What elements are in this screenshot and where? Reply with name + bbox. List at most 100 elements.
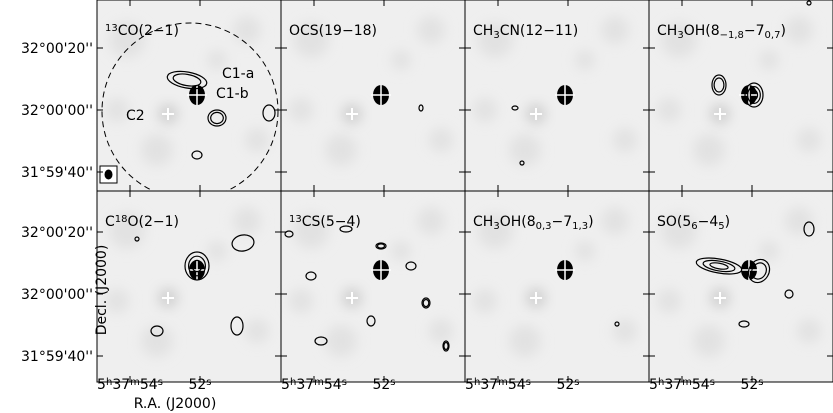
- panel-label: CH3CN(12−11): [473, 23, 578, 41]
- contour: [231, 234, 255, 252]
- beam: [104, 169, 113, 180]
- text-part: 5: [718, 221, 724, 232]
- noise-blob: [207, 50, 227, 70]
- contour: [166, 70, 208, 90]
- noise-blob: [245, 319, 269, 343]
- text-part: s: [342, 377, 347, 388]
- noise-blob: [289, 289, 313, 313]
- noise-blob: [105, 289, 129, 313]
- panel: [464, 0, 650, 192]
- noise-blob: [417, 16, 445, 44]
- panel: [648, 190, 833, 383]
- noise-blob: [785, 16, 813, 44]
- text-part: s: [158, 377, 163, 388]
- y-tick-label: 32°00'00'': [21, 103, 93, 119]
- text-part: 3: [677, 30, 683, 41]
- contour: [711, 74, 727, 96]
- contour: [418, 104, 424, 112]
- text-part: O(2−1): [128, 214, 180, 230]
- source-cross: [555, 260, 575, 280]
- text-part: s: [390, 377, 395, 388]
- noise-blob: [417, 207, 445, 235]
- text-part: C: [105, 214, 115, 230]
- panel: [280, 190, 466, 383]
- panel: [464, 190, 650, 383]
- contour: [443, 341, 449, 351]
- noise: [289, 16, 453, 166]
- noise-blob: [657, 289, 681, 313]
- text-part: OH(8: [500, 214, 536, 230]
- text-part: 18: [115, 214, 128, 225]
- noise-blob: [293, 22, 329, 58]
- contour: [738, 320, 750, 328]
- noise-blob: [797, 128, 821, 152]
- contour: [262, 104, 276, 122]
- contour: [305, 271, 317, 281]
- y-tick-label: 31°59'40'': [21, 165, 93, 181]
- source-cross: [162, 108, 174, 120]
- text-part: 37: [664, 377, 682, 393]
- text-part: CH: [473, 214, 493, 230]
- noise-blob: [391, 241, 411, 261]
- source-cross: [530, 292, 542, 304]
- contour: [702, 259, 736, 273]
- contour: [339, 225, 353, 233]
- text-part: CN(12−11): [500, 23, 579, 39]
- text-part: 52: [556, 377, 574, 393]
- noise-blob: [661, 213, 697, 249]
- contour: [207, 109, 227, 127]
- primary-beam: [101, 22, 279, 200]
- noise-blob: [391, 50, 411, 70]
- source-cross: [346, 108, 358, 120]
- contour: [784, 289, 794, 299]
- text-part: CO(2−1): [118, 23, 179, 39]
- source-cross: [555, 85, 575, 105]
- noise-blob: [477, 22, 513, 58]
- noise-blob: [759, 241, 779, 261]
- contour: [172, 73, 202, 87]
- y-axis-title: Decl. (J2000): [94, 245, 110, 336]
- source-label: C2: [126, 108, 145, 124]
- x-tick-label: 5h37m54s: [97, 377, 163, 393]
- contour: [614, 321, 620, 327]
- noise-blob: [693, 134, 725, 166]
- source-label: C1-b: [216, 86, 249, 102]
- noise-blob: [473, 289, 497, 313]
- text-part: CH: [657, 23, 677, 39]
- panel-label: CH3OH(80,3−71,3): [473, 214, 594, 232]
- contour: [150, 325, 164, 337]
- noise-blob: [477, 213, 513, 249]
- panel: [96, 0, 282, 200]
- text-part: 0,7: [765, 30, 781, 41]
- contour: [376, 243, 386, 249]
- text-part: 54: [140, 377, 158, 393]
- noise-blob: [661, 22, 697, 58]
- text-part: 5: [281, 377, 290, 393]
- y-tick-label: 32°00'00'': [21, 287, 93, 303]
- noise: [105, 16, 269, 166]
- noise-blob: [245, 128, 269, 152]
- text-part: 54: [324, 377, 342, 393]
- text-part: 52: [372, 377, 390, 393]
- noise-blob: [109, 213, 145, 249]
- noise: [473, 16, 637, 166]
- text-part: 6: [691, 221, 697, 232]
- noise-blob: [141, 134, 173, 166]
- text-part: 3: [493, 221, 499, 232]
- noise-blob: [207, 241, 227, 261]
- noise-blob: [509, 134, 541, 166]
- noise-blob: [759, 50, 779, 70]
- panel-label: C18O(2−1): [105, 214, 179, 230]
- contour: [803, 221, 815, 237]
- panel-frame: [648, 190, 833, 383]
- contour: [422, 298, 430, 308]
- text-part: 37: [480, 377, 498, 393]
- noise-blob: [473, 98, 497, 122]
- text-part: s: [758, 377, 763, 388]
- x-tick-label: 52s: [372, 377, 395, 393]
- panel: [280, 0, 466, 192]
- panel: [96, 190, 282, 383]
- noise-blob: [233, 16, 261, 44]
- contour: [366, 315, 376, 327]
- contour: [744, 82, 764, 108]
